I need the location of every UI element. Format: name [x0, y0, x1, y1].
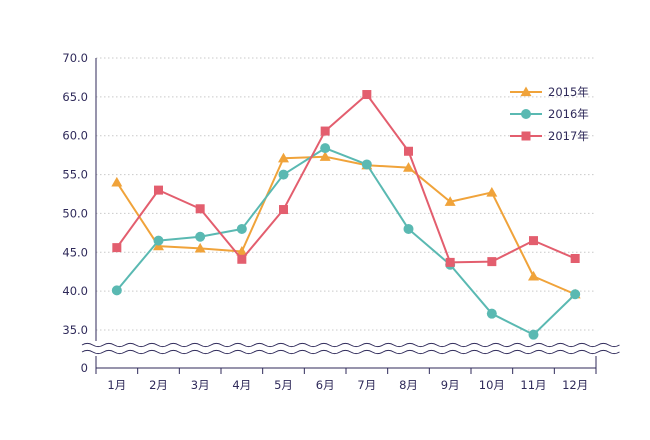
data-point: [403, 162, 414, 172]
data-series: [111, 90, 581, 340]
data-point: [111, 176, 123, 187]
x-tick-label: 7月: [357, 378, 376, 392]
y-tick-label: 45.0: [62, 245, 88, 259]
x-tick-label: 4月: [232, 378, 251, 392]
series-line: [115, 155, 576, 296]
x-tick-label: 12月: [562, 378, 588, 392]
axis-break: [81, 341, 620, 356]
data-point: [528, 329, 539, 340]
y-tick-label: 70.0: [62, 51, 88, 65]
x-tick-label: 2月: [149, 378, 168, 392]
legend-marker: [521, 109, 531, 119]
y-tick-label: 55.0: [62, 168, 88, 182]
data-point: [445, 257, 455, 267]
data-point: [278, 152, 289, 163]
series-triangle: [111, 151, 581, 299]
y-tick-label: 60.0: [62, 129, 88, 143]
legend: 2015年 2016年 2017年: [510, 85, 589, 143]
data-point: [487, 257, 497, 267]
legend-label: 2017年: [548, 129, 589, 143]
y-tick-labels: 35.0 40.0 45.0 50.0 55.0 60.0 65.0 70.0 0: [62, 51, 88, 375]
data-point: [279, 205, 288, 215]
data-point: [404, 146, 413, 156]
data-point: [278, 169, 289, 180]
legend-item: 2016年: [510, 107, 589, 121]
data-point: [236, 246, 248, 256]
x-tick-label: 5月: [274, 378, 293, 392]
x-tick-label: 11月: [520, 378, 546, 392]
data-point: [361, 159, 372, 170]
data-point: [529, 236, 538, 246]
legend-item: 2017年: [510, 129, 589, 143]
data-point: [570, 289, 581, 300]
data-point: [153, 235, 164, 246]
y-zero-label: 0: [81, 361, 88, 375]
data-point: [111, 285, 122, 296]
series-square: [112, 90, 580, 267]
legend-marker: [521, 131, 531, 141]
data-point: [195, 231, 206, 242]
grid-lines: [96, 57, 596, 331]
x-tick-label: 9月: [441, 378, 460, 392]
x-tick-label: 3月: [191, 378, 210, 392]
series-line: [116, 93, 576, 264]
data-point: [237, 254, 247, 264]
series-circle: [111, 143, 581, 340]
legend-item: 2015年: [510, 85, 589, 99]
legend-marker: [520, 86, 532, 97]
data-point: [403, 223, 414, 234]
y-tick-label: 40.0: [62, 284, 88, 298]
x-tick-label: 10月: [479, 378, 505, 392]
x-tick-label: 8月: [399, 378, 418, 392]
data-point: [320, 143, 331, 154]
axes: [95, 58, 597, 374]
series-line: [116, 147, 576, 336]
data-point: [236, 223, 247, 234]
data-point: [195, 204, 205, 214]
y-tick-label: 50.0: [62, 206, 88, 220]
y-tick-label: 35.0: [62, 323, 88, 337]
axis-break-wave: [81, 349, 620, 355]
legend-label: 2016年: [548, 107, 589, 121]
data-point: [319, 151, 331, 161]
data-point: [570, 254, 580, 264]
data-point: [194, 242, 206, 253]
data-point: [486, 308, 497, 319]
x-tick-label: 6月: [316, 378, 335, 392]
y-tick-label: 65.0: [62, 90, 88, 104]
legend-label: 2015年: [548, 85, 589, 99]
x-tick-label: 1月: [107, 378, 126, 392]
data-point: [444, 196, 456, 206]
x-tick-labels: 1月 2月 3月 4月 5月 6月 7月 8月 9月 10月 11月 12月: [107, 378, 588, 392]
axis-break-mask: [82, 341, 600, 356]
data-point: [154, 185, 163, 195]
data-point: [320, 126, 330, 136]
data-point: [362, 90, 372, 100]
data-point: [486, 186, 498, 197]
data-point: [528, 270, 539, 281]
axis-break-wave: [81, 342, 620, 348]
data-point: [112, 243, 122, 253]
